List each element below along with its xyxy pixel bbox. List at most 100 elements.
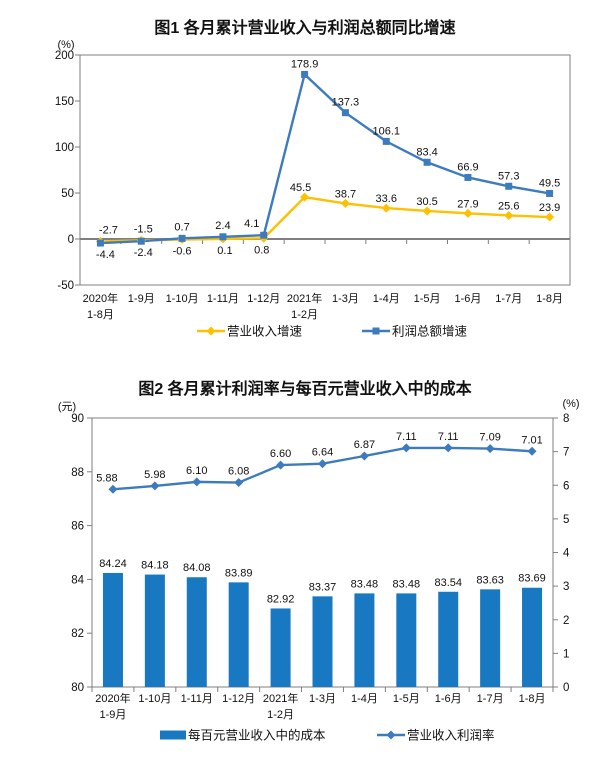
cost-bar: [522, 587, 543, 687]
data-label: 27.9: [457, 198, 478, 210]
data-label: 0.1: [217, 245, 232, 257]
x-category-label: 2020年: [95, 691, 130, 705]
y-axis-tick-label: -50: [57, 280, 74, 292]
data-label: 23.9: [539, 202, 560, 214]
x-category-label: 1-3月: [309, 693, 336, 705]
data-label: 0.8: [254, 244, 269, 256]
series-point-marker: [96, 239, 104, 247]
x-category-label: 1-9月: [128, 293, 155, 305]
bar-data-label: 84.18: [141, 560, 169, 572]
series-point-marker: [504, 210, 514, 220]
right-axis-tick-label: 2: [563, 615, 569, 627]
figure2-legend: 每百元营业收入中的成本 营业收入利润率: [160, 728, 495, 743]
data-label: 57.3: [498, 170, 519, 182]
x-category-label: 1-5月: [414, 293, 441, 305]
data-label: -2.7: [99, 224, 118, 236]
cost-bar: [438, 591, 459, 687]
series-point-marker: [382, 137, 390, 145]
right-axis-tick-label: 8: [563, 413, 569, 425]
line-data-label: 6.87: [354, 439, 375, 451]
line-point-marker: [234, 478, 244, 488]
line-data-label: 5.98: [144, 469, 165, 481]
x-category-label: 1-9月: [100, 709, 127, 721]
left-axis-tick-label: 88: [71, 467, 84, 479]
line-data-label: 7.01: [521, 434, 542, 446]
data-label: 25.6: [498, 200, 519, 212]
left-axis-tick-label: 84: [71, 574, 84, 586]
legend-label: 营业收入增速: [227, 324, 303, 339]
bar-data-label: 84.08: [183, 562, 211, 574]
cost-bar: [396, 593, 417, 687]
figure1-title: 图1 各月累计营业收入与利润总额同比增速: [154, 18, 455, 37]
x-category-label: 1-10月: [138, 693, 171, 705]
bar-data-label: 83.48: [393, 578, 421, 590]
series-point-marker: [178, 234, 186, 242]
right-axis-tick-label: 1: [563, 648, 569, 660]
cost-bar: [480, 589, 501, 687]
left-axis-tick-label: 82: [71, 628, 84, 640]
x-category-label: 1-6月: [435, 693, 462, 705]
x-category-label: 1-3月: [332, 293, 359, 305]
line-point-marker: [527, 446, 537, 456]
line-data-label: 6.08: [228, 466, 249, 478]
data-label: 4.1: [244, 218, 259, 230]
legend-label: 利润总额增速: [392, 324, 468, 339]
data-label: 106.1: [372, 125, 400, 137]
cost-bar: [186, 577, 207, 687]
series-point-marker: [341, 109, 349, 117]
data-label: 0.7: [174, 221, 189, 233]
series-point-marker: [423, 158, 431, 166]
plot-frame: [79, 54, 571, 286]
line-data-label: 7.11: [438, 431, 459, 443]
y-axis-tick-label: 100: [55, 142, 74, 154]
data-label: -4.4: [96, 249, 115, 261]
data-label: 33.6: [376, 193, 397, 205]
cost-bar: [144, 574, 165, 687]
series-point-marker: [219, 233, 227, 241]
y-axis-tick-label: 50: [61, 188, 74, 200]
x-category-label: 1-6月: [454, 293, 481, 305]
figure1-unit-left-label: (%): [57, 39, 74, 51]
series-point-marker: [545, 212, 555, 222]
data-label: -2.4: [134, 247, 153, 259]
x-category-label: 2021年: [263, 691, 298, 705]
line-point-marker: [150, 481, 160, 491]
series-line: [100, 195, 550, 243]
x-category-label: 1-12月: [222, 693, 255, 705]
y-axis-tick-label: 0: [68, 234, 74, 246]
right-axis-tick-label: 3: [563, 581, 569, 593]
x-category-label: 1-7月: [495, 293, 522, 305]
figure1-plot-area: 200 150 100 50 0 -50 2020年 1-8月 1-9月 1-10月 1-11月 1-…: [55, 50, 571, 321]
series-point-marker: [505, 182, 513, 190]
bar-data-label: 83.89: [225, 567, 253, 579]
figure2-plot-area: 90 88 86 84 82 80 8 7 6 5 4 3 2 1 0 2020年 1-9月 1-10月 1-11月…: [71, 413, 570, 721]
line-point-marker: [443, 443, 453, 453]
x-category-label: 2020年: [83, 291, 118, 305]
legend-marker-swatch: [372, 327, 380, 335]
x-category-label: 2021年: [287, 291, 322, 305]
figure1-legend: 营业收入增速 利润总额增速: [197, 324, 468, 339]
series-point-marker: [301, 70, 309, 78]
legend-marker-swatch: [206, 326, 216, 336]
line-point-marker: [192, 477, 202, 487]
x-category-label: 1-2月: [291, 309, 318, 321]
line-point-marker: [108, 484, 118, 494]
left-axis-tick-label: 80: [71, 682, 84, 694]
line-data-label: 6.60: [270, 448, 291, 460]
figure2-title: 图2 各月累计利润率与每百元营业收入中的成本: [138, 379, 471, 398]
data-label: 49.5: [539, 177, 560, 189]
data-label: -1.5: [134, 223, 153, 235]
line-point-marker: [485, 444, 495, 454]
legend-label: 营业收入利润率: [407, 728, 495, 743]
series-point-marker: [300, 192, 310, 202]
x-category-label: 1-11月: [207, 293, 239, 305]
x-category-label: 1-2月: [267, 709, 294, 721]
series-point-marker: [137, 237, 145, 245]
figure2-unit-left-label: (元): [58, 401, 76, 413]
x-category-label: 1-5月: [393, 693, 420, 705]
data-label: 45.5: [290, 182, 311, 194]
right-axis-tick-label: 5: [563, 514, 569, 526]
x-category-label: 1-12月: [247, 293, 280, 305]
